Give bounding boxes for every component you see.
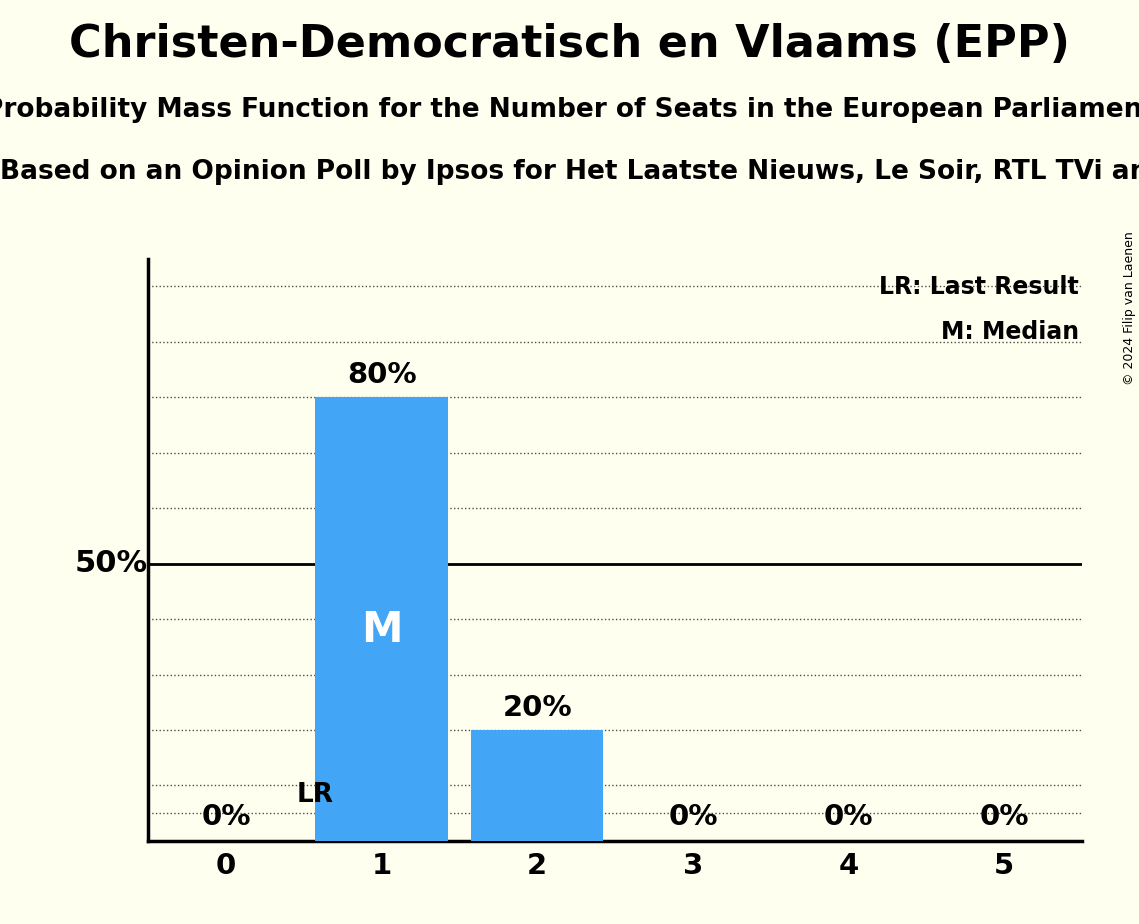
Text: Christen-Democratisch en Vlaams (EPP): Christen-Democratisch en Vlaams (EPP) [69, 23, 1070, 67]
Text: LR: Last Result: LR: Last Result [879, 275, 1079, 299]
Text: © 2024 Filip van Laenen: © 2024 Filip van Laenen [1123, 231, 1136, 384]
Text: M: Median: M: Median [941, 320, 1079, 344]
Text: 80%: 80% [346, 361, 417, 389]
Text: LR: LR [296, 782, 333, 808]
Text: Probability Mass Function for the Number of Seats in the European Parliament: Probability Mass Function for the Number… [0, 97, 1139, 123]
Text: M: M [361, 609, 402, 651]
Text: 0%: 0% [980, 803, 1029, 831]
Bar [472, 730, 604, 841]
Text: 0%: 0% [202, 803, 251, 831]
Text: 0%: 0% [823, 803, 874, 831]
Text: 50%: 50% [75, 549, 148, 578]
Text: Based on an Opinion Poll by Ipsos for Het Laatste Nieuws, Le Soir, RTL TVi and V: Based on an Opinion Poll by Ipsos for He… [0, 159, 1139, 185]
Text: 0%: 0% [669, 803, 718, 831]
Bar [316, 397, 448, 841]
Text: 20%: 20% [502, 694, 572, 722]
